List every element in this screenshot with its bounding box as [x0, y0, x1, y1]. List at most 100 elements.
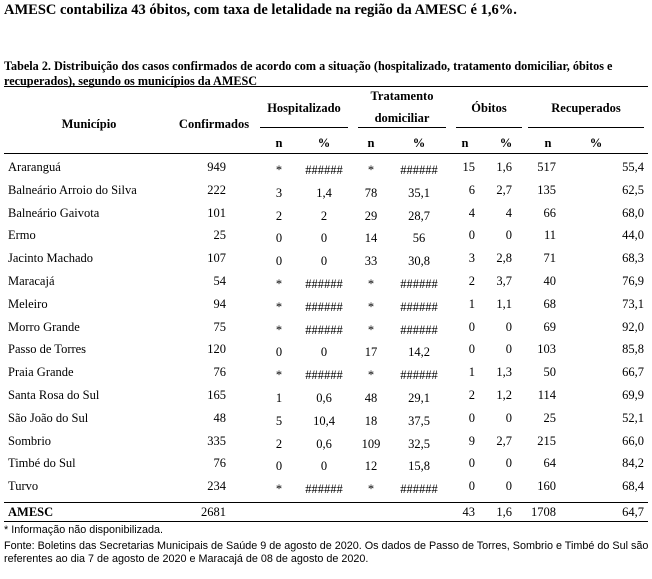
row-9-obitos-n: 1: [468, 365, 475, 380]
row-7-obitos-pct: 0: [505, 319, 512, 334]
row-3-trat-n: 14: [364, 231, 378, 246]
row-5-recup-n: 40: [543, 274, 557, 288]
row-7-obitos-n: 0: [468, 319, 475, 334]
row-11-hosp-pct: 10,4: [313, 413, 335, 428]
table-top-rule: [4, 86, 648, 87]
row-14-recup-pct: 68,4: [622, 479, 644, 494]
row-0-trat-pct: ######: [400, 163, 438, 177]
row-4-hosp-n: 0: [275, 254, 283, 269]
header-hosp-n: n: [275, 136, 283, 150]
hospitalizado-underline: [260, 127, 348, 128]
header-confirmados: Confirmados: [178, 117, 250, 131]
row-12-obitos-pct: 2,7: [496, 433, 512, 448]
row-2-obitos-pct: 4: [505, 205, 512, 220]
header-obitos: Óbitos: [471, 101, 507, 115]
row-11-trat-pct: 37,5: [408, 413, 430, 428]
row-8-trat-n: 17: [364, 345, 378, 360]
row-2-confirmados: 101: [207, 205, 226, 220]
row-5-hosp-n: *: [275, 277, 283, 291]
row-14-recup-n: 160: [537, 479, 556, 494]
row-5-confirmados: 54: [213, 274, 227, 288]
row-3-confirmados: 25: [213, 228, 227, 243]
row-13-confirmados: 76: [213, 456, 227, 471]
row-12-hosp-pct: 0,6: [316, 436, 332, 451]
row-7-municipio: Morro Grande: [8, 319, 80, 334]
row-1-hosp-pct: 1,4: [316, 185, 332, 200]
row-6-confirmados: 94: [213, 296, 227, 311]
row-4-recup-pct: 68,3: [622, 251, 644, 266]
total-confirmados: 2681: [201, 505, 226, 519]
row-2-recup-n: 66: [543, 205, 557, 220]
row-6-hosp-n: *: [275, 299, 283, 314]
total-obitos-n: 43: [462, 505, 476, 519]
row-3-recup-pct: 44,0: [622, 228, 644, 243]
row-3-municipio: Ermo: [8, 228, 36, 243]
source-note: Fonte: Boletins das Secretarias Municipa…: [4, 540, 649, 565]
row-4-obitos-n: 3: [468, 251, 475, 266]
header-obitos-pct: %: [499, 136, 513, 150]
row-9-municipio: Praia Grande: [8, 365, 74, 380]
row-6-trat-n: *: [367, 299, 375, 314]
row-8-hosp-pct: 0: [320, 345, 328, 360]
row-10-hosp-n: 1: [275, 391, 283, 405]
row-7-trat-pct: ######: [400, 322, 438, 337]
row-3-obitos-n: 0: [468, 228, 475, 243]
row-6-hosp-pct: ######: [305, 299, 343, 314]
header-recuperados: Recuperados: [551, 101, 621, 115]
row-2-trat-n: 29: [364, 208, 378, 223]
row-14-obitos-n: 0: [468, 479, 475, 494]
header-hospitalizado: Hospitalizado: [267, 101, 341, 115]
row-7-hosp-n: *: [275, 322, 283, 337]
header-obitos-n: n: [461, 136, 469, 150]
row-0-municipio: Araranguá: [8, 160, 61, 174]
row-9-recup-pct: 66,7: [622, 365, 644, 380]
row-4-trat-pct: 30,8: [408, 254, 430, 269]
row-0-recup-pct: 55,4: [622, 160, 644, 174]
row-10-obitos-n: 2: [468, 388, 475, 402]
row-0-hosp-n: *: [275, 163, 283, 177]
row-8-recup-pct: 85,8: [622, 342, 644, 357]
total-top-rule: [4, 502, 648, 503]
row-12-trat-n: 109: [361, 436, 381, 451]
row-11-recup-n: 25: [543, 410, 557, 425]
row-13-municipio: Timbé do Sul: [8, 456, 76, 471]
row-4-trat-n: 33: [364, 254, 378, 269]
row-7-confirmados: 75: [213, 319, 227, 334]
row-11-obitos-n: 0: [468, 410, 475, 425]
row-8-trat-pct: 14,2: [408, 345, 430, 360]
row-11-obitos-pct: 0: [505, 410, 512, 425]
row-6-trat-pct: ######: [400, 299, 438, 314]
row-4-municipio: Jacinto Machado: [8, 251, 94, 266]
row-4-recup-n: 71: [543, 251, 557, 266]
page-heading: AMESC contabiliza 43 óbitos, com taxa de…: [4, 2, 517, 18]
row-7-trat-n: *: [367, 322, 375, 337]
row-14-obitos-pct: 0: [505, 479, 512, 494]
row-8-municipio: Passo de Torres: [8, 342, 87, 357]
tratamento-underline: [358, 127, 446, 128]
row-14-confirmados: 234: [207, 479, 226, 494]
obitos-underline: [456, 127, 522, 128]
row-2-trat-pct: 28,7: [408, 208, 430, 223]
header-municipio: Município: [61, 117, 117, 131]
row-1-hosp-n: 3: [275, 185, 283, 200]
row-5-trat-n: *: [367, 277, 375, 291]
header-tratamento-line1: Tratamento: [370, 89, 434, 103]
row-9-trat-n: *: [367, 368, 375, 383]
row-0-hosp-pct: ######: [305, 163, 343, 177]
table-bottom-rule: [4, 521, 648, 522]
row-13-trat-pct: 15,8: [408, 459, 430, 474]
row-6-municipio: Meleiro: [8, 296, 48, 311]
row-12-obitos-n: 9: [468, 433, 475, 448]
header-trat-n: n: [367, 136, 375, 150]
row-6-obitos-n: 1: [468, 296, 475, 311]
total-recup-pct: 64,7: [622, 505, 644, 519]
header-recup-n: n: [544, 136, 552, 150]
row-10-trat-pct: 29,1: [408, 391, 430, 405]
row-13-trat-n: 12: [364, 459, 378, 474]
row-2-recup-pct: 68,0: [622, 205, 644, 220]
row-12-recup-n: 215: [537, 433, 556, 448]
row-13-obitos-n: 0: [468, 456, 475, 471]
row-8-obitos-n: 0: [468, 342, 475, 357]
row-8-hosp-n: 0: [275, 345, 283, 360]
row-8-confirmados: 120: [207, 342, 226, 357]
